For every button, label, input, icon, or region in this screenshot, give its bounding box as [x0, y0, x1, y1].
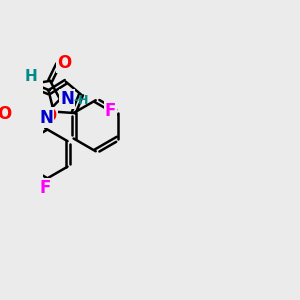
- Text: O: O: [43, 107, 57, 125]
- Text: -H: -H: [73, 94, 89, 106]
- Text: F: F: [40, 178, 51, 196]
- Text: O: O: [0, 105, 11, 123]
- Text: H: H: [24, 69, 37, 84]
- Text: F: F: [104, 102, 116, 120]
- Text: O: O: [57, 54, 71, 72]
- Text: N: N: [60, 90, 74, 108]
- Text: N: N: [40, 109, 54, 127]
